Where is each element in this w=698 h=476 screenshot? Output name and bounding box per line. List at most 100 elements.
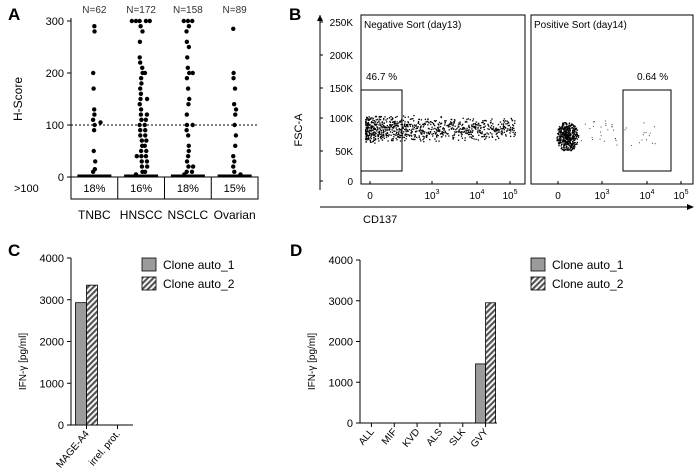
data-point	[187, 96, 192, 102]
event-dot	[510, 130, 512, 132]
event-dot	[389, 121, 392, 124]
event-dot	[373, 134, 375, 136]
event-dot	[444, 120, 446, 122]
event-dot	[465, 130, 467, 132]
event-dot	[568, 138, 571, 140]
event-dot	[473, 127, 476, 129]
event-dot	[443, 129, 445, 131]
event-dot	[419, 129, 421, 131]
bar-clone-auto-1	[75, 302, 87, 426]
event-dot	[453, 136, 455, 139]
event-dot	[438, 126, 440, 128]
category-label: MAGE-A4	[54, 429, 92, 471]
event-dot	[385, 119, 387, 121]
event-dot	[464, 139, 466, 142]
event-dot	[571, 137, 574, 139]
data-point	[186, 143, 191, 148]
event-dot	[481, 136, 483, 138]
event-dot	[435, 140, 437, 142]
event-dot	[504, 134, 507, 136]
data-point	[238, 172, 243, 177]
legend-label: Clone auto_1	[552, 258, 624, 272]
event-dot	[562, 141, 565, 143]
data-point	[143, 18, 149, 24]
event-dot	[428, 133, 431, 135]
event-dot	[466, 132, 468, 135]
event-dot	[383, 126, 385, 129]
category-label: ALL	[357, 427, 377, 448]
event-dot	[565, 122, 567, 124]
event-dot	[624, 129, 626, 131]
event-dot	[468, 124, 470, 127]
event-dot	[506, 130, 508, 133]
event-dot	[556, 136, 558, 139]
event-dot	[417, 122, 419, 125]
event-dot	[576, 129, 579, 131]
event-dot	[562, 146, 565, 148]
event-dot	[404, 133, 406, 135]
event-dot	[570, 145, 572, 147]
event-dot	[575, 134, 577, 136]
event-dot	[424, 118, 427, 120]
event-dot	[377, 138, 379, 140]
event-dot	[499, 126, 501, 128]
event-dot	[503, 118, 505, 120]
event-dot	[396, 139, 398, 141]
count-label-hnscc: N=172	[126, 5, 156, 16]
event-dot	[412, 124, 414, 126]
event-dot	[566, 134, 569, 136]
event-dot	[397, 125, 399, 127]
event-dot	[404, 139, 406, 142]
event-dot	[641, 139, 643, 141]
legend-swatch	[141, 276, 157, 291]
y-tick-label: 50K	[335, 147, 353, 158]
event-dot	[383, 130, 385, 132]
event-dot	[570, 139, 573, 141]
event-dot	[458, 122, 460, 124]
event-dot	[566, 142, 569, 145]
event-dot	[486, 135, 488, 138]
event-dot	[488, 128, 490, 131]
data-point	[92, 107, 97, 112]
event-dot	[369, 118, 371, 121]
event-dot	[430, 121, 432, 123]
event-dot	[502, 132, 504, 134]
event-dot	[561, 133, 563, 135]
event-dot	[513, 129, 515, 132]
data-point	[231, 76, 236, 81]
data-point	[143, 117, 149, 123]
event-dot	[573, 147, 575, 149]
event-dot	[413, 120, 415, 122]
event-dot	[390, 115, 392, 118]
subplot-title: Positive Sort (day14)	[534, 20, 627, 31]
data-point	[138, 112, 144, 117]
event-dot	[504, 126, 507, 129]
event-dot	[567, 140, 569, 142]
event-dot	[371, 134, 373, 136]
event-dot	[382, 136, 384, 139]
event-dot	[491, 133, 493, 135]
event-dot	[460, 131, 463, 133]
event-dot	[377, 126, 379, 128]
event-dot	[400, 123, 402, 126]
event-dot	[560, 133, 562, 135]
event-dot	[562, 149, 565, 151]
event-dot	[558, 141, 560, 144]
event-dot	[472, 118, 475, 120]
event-dot	[574, 127, 576, 129]
event-dot	[600, 135, 602, 137]
event-dot	[562, 128, 565, 130]
event-dot	[365, 126, 368, 128]
category-label: irrel. prot.	[87, 429, 123, 468]
event-dot	[565, 130, 567, 132]
event-dot	[572, 135, 574, 137]
event-dot	[645, 139, 647, 141]
data-point	[92, 112, 97, 117]
event-dot	[379, 135, 382, 138]
event-dot	[501, 131, 503, 133]
event-dot	[613, 129, 615, 131]
event-dot	[382, 132, 385, 134]
event-dot	[463, 130, 466, 133]
event-dot	[442, 131, 445, 134]
event-dot	[570, 145, 572, 148]
